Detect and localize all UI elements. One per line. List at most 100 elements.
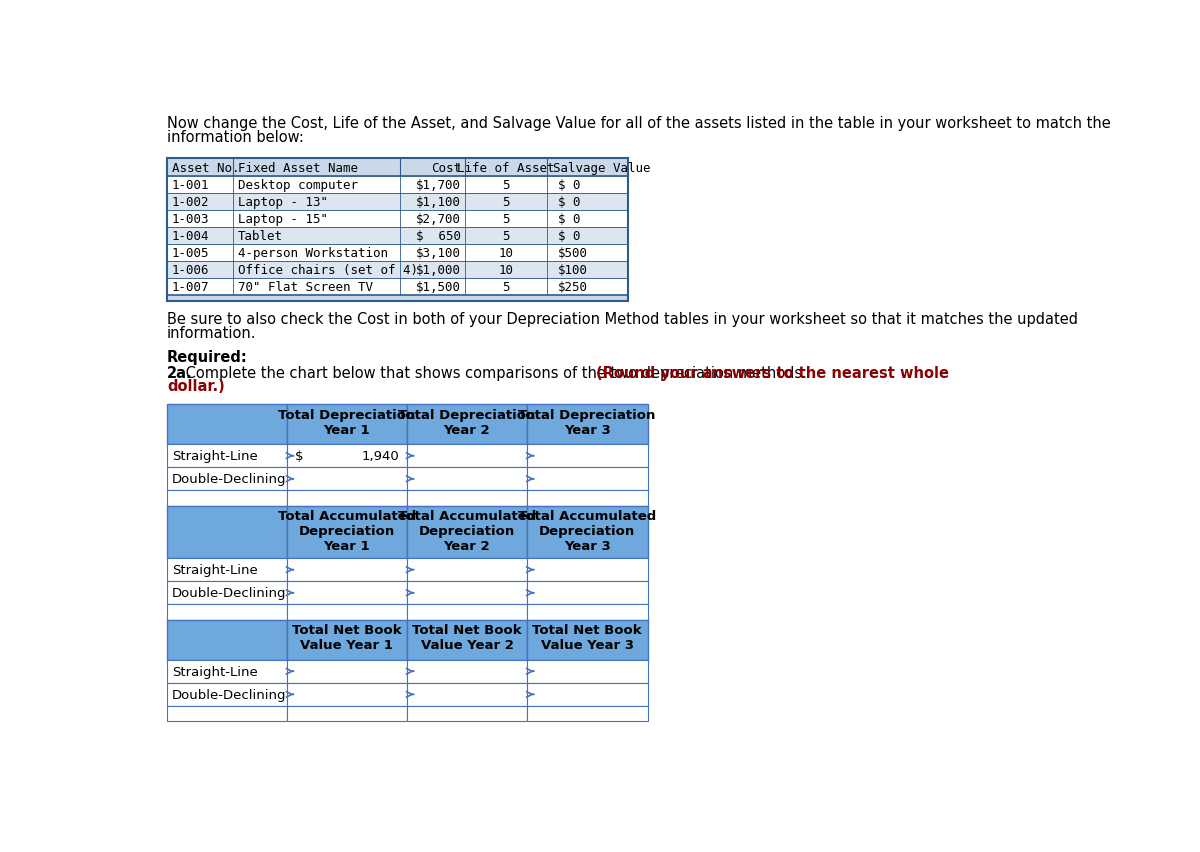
Bar (167, 467, 287, 490)
Text: Total Depreciation
Year 1: Total Depreciation Year 1 (278, 409, 415, 437)
Text: Salvage Value: Salvage Value (553, 162, 650, 175)
Bar (528, 659, 648, 682)
Bar (528, 506, 648, 558)
Bar (167, 706, 287, 722)
Text: $1,500: $1,500 (415, 281, 461, 294)
Bar (287, 581, 407, 604)
Text: $ 0: $ 0 (558, 179, 580, 193)
Bar (407, 490, 528, 506)
Bar (167, 404, 287, 444)
Bar (528, 581, 648, 604)
Text: 1-004: 1-004 (172, 230, 209, 243)
Bar (167, 158, 628, 176)
Bar (167, 619, 287, 659)
Text: Straight-Line: Straight-Line (172, 450, 258, 463)
Text: Cost: Cost (431, 162, 461, 175)
Text: 1-002: 1-002 (172, 196, 209, 210)
Bar (167, 659, 287, 682)
Bar (287, 490, 407, 506)
Text: 5: 5 (502, 281, 510, 294)
Bar (167, 444, 287, 467)
Bar (287, 404, 407, 444)
Bar (287, 659, 407, 682)
Bar (287, 604, 407, 619)
Bar (407, 706, 528, 722)
Bar (167, 490, 287, 506)
Text: information below:: information below: (167, 130, 304, 145)
Bar (167, 193, 628, 210)
Bar (407, 604, 528, 619)
Bar (167, 158, 628, 301)
Text: dollar.): dollar.) (167, 379, 224, 394)
Text: 10: 10 (498, 264, 514, 277)
Bar (528, 490, 648, 506)
Text: Desktop computer: Desktop computer (238, 179, 358, 193)
Text: Office chairs (set of 4): Office chairs (set of 4) (238, 264, 418, 277)
Bar (528, 467, 648, 490)
Bar (528, 682, 648, 706)
Text: 5: 5 (502, 213, 510, 226)
Text: $3,100: $3,100 (415, 247, 461, 260)
Text: Laptop - 15": Laptop - 15" (238, 213, 328, 226)
Text: 1,940: 1,940 (362, 450, 400, 463)
Bar (287, 467, 407, 490)
Bar (167, 506, 287, 558)
Bar (167, 604, 287, 619)
Bar (528, 706, 648, 722)
Text: Fixed Asset Name: Fixed Asset Name (238, 162, 358, 175)
Text: (Round your answers to the nearest whole: (Round your answers to the nearest whole (595, 366, 949, 381)
Text: Life of Asset: Life of Asset (457, 162, 554, 175)
Text: 70" Flat Screen TV: 70" Flat Screen TV (238, 281, 372, 294)
Bar (287, 619, 407, 659)
Text: $: $ (295, 450, 304, 463)
Bar (528, 444, 648, 467)
Text: Straight-Line: Straight-Line (172, 564, 258, 578)
Bar (407, 467, 528, 490)
Bar (167, 227, 628, 244)
Text: Total Depreciation
Year 2: Total Depreciation Year 2 (398, 409, 535, 437)
Bar (287, 506, 407, 558)
Bar (407, 558, 528, 581)
Text: 10: 10 (498, 247, 514, 260)
Text: Total Depreciation
Year 3: Total Depreciation Year 3 (518, 409, 655, 437)
Text: Now change the Cost, Life of the Asset, and Salvage Value for all of the assets : Now change the Cost, Life of the Asset, … (167, 116, 1111, 131)
Text: 5: 5 (502, 230, 510, 243)
Text: 1-001: 1-001 (172, 179, 209, 193)
Text: $ 0: $ 0 (558, 230, 580, 243)
Text: information.: information. (167, 325, 257, 341)
Bar (407, 659, 528, 682)
Bar (167, 244, 628, 261)
Bar (528, 604, 648, 619)
Bar (287, 682, 407, 706)
Text: Tablet: Tablet (238, 230, 282, 243)
Text: Be sure to also check the Cost in both of your Depreciation Method tables in you: Be sure to also check the Cost in both o… (167, 312, 1078, 326)
Text: 5: 5 (502, 196, 510, 210)
Bar (287, 444, 407, 467)
Bar (528, 404, 648, 444)
Bar (407, 682, 528, 706)
Bar (407, 619, 528, 659)
Text: Required:: Required: (167, 350, 248, 366)
Bar (167, 261, 628, 278)
Text: Double-Declining: Double-Declining (172, 587, 287, 601)
Bar (528, 619, 648, 659)
Text: $1,000: $1,000 (415, 264, 461, 277)
Text: 1-006: 1-006 (172, 264, 209, 277)
Text: Complete the chart below that shows comparisons of the two depreciation methods.: Complete the chart below that shows comp… (181, 366, 811, 381)
Bar (407, 581, 528, 604)
Text: Total Accumulated
Depreciation
Year 1: Total Accumulated Depreciation Year 1 (277, 510, 416, 553)
Text: 1-007: 1-007 (172, 281, 209, 294)
Bar (407, 444, 528, 467)
Bar (167, 295, 628, 301)
Text: $500: $500 (558, 247, 588, 260)
Text: $ 0: $ 0 (558, 213, 580, 226)
Text: 2a.: 2a. (167, 366, 193, 381)
Bar (407, 404, 528, 444)
Text: $2,700: $2,700 (415, 213, 461, 226)
Bar (167, 581, 287, 604)
Text: 1-005: 1-005 (172, 247, 209, 260)
Text: Total Net Book
Value Year 1: Total Net Book Value Year 1 (292, 625, 402, 653)
Text: Total Accumulated
Depreciation
Year 2: Total Accumulated Depreciation Year 2 (398, 510, 536, 553)
Text: $ 0: $ 0 (558, 196, 580, 210)
Bar (287, 558, 407, 581)
